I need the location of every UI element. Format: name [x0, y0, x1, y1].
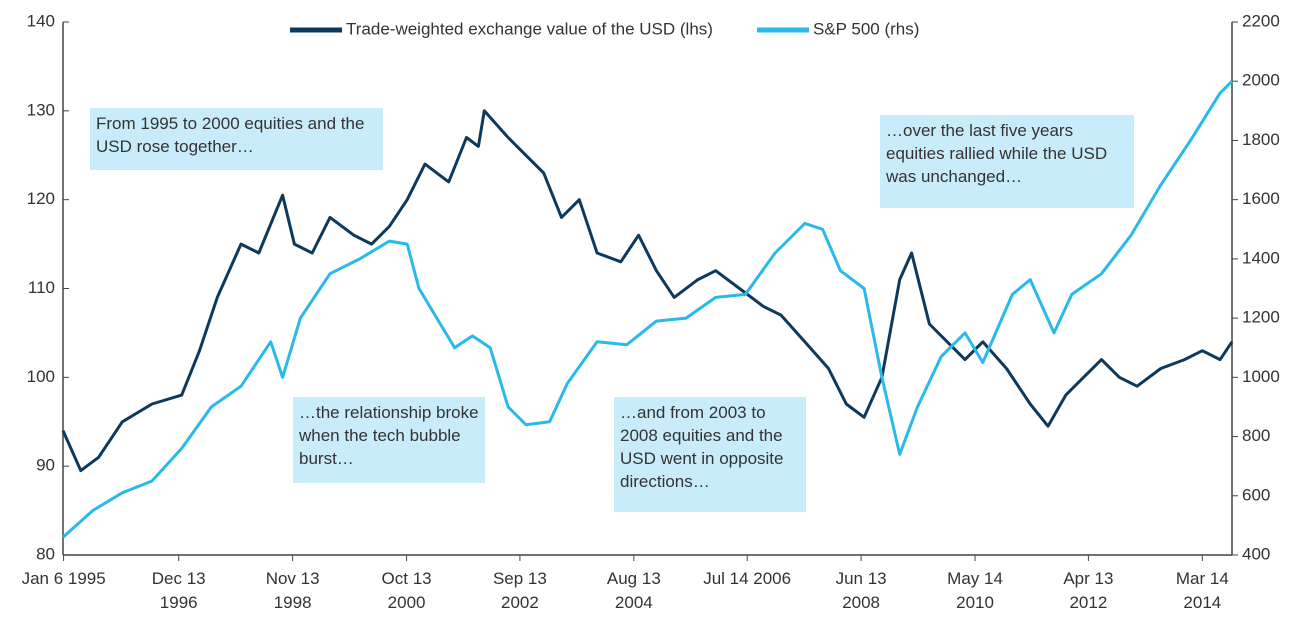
y-tick-label: 140 [27, 11, 55, 30]
y2-tick-label: 600 [1242, 485, 1270, 504]
annotation: …the relationship broke when the tech bu… [293, 397, 485, 483]
x-tick-label: Apr 13 2012 [1063, 569, 1114, 612]
y-tick-label: 100 [27, 367, 55, 386]
y2-tick-label: 1000 [1242, 367, 1280, 386]
legend-label: Trade-weighted exchange value of the USD… [346, 19, 713, 38]
y-tick-label: 110 [28, 278, 55, 297]
y2-tick-label: 400 [1242, 544, 1270, 563]
y-tick-label: 80 [36, 544, 55, 563]
x-tick-label: Jul 14 2006 [703, 569, 792, 588]
y2-tick-label: 2200 [1242, 11, 1280, 30]
legend-label: S&P 500 (rhs) [813, 19, 919, 38]
y2-tick-label: 1200 [1242, 308, 1280, 327]
line-series [61, 80, 1234, 539]
y2-tick-label: 1800 [1242, 130, 1280, 149]
y2-tick-label: 1600 [1242, 189, 1280, 208]
x-tick-label: Dec 13 1996 [151, 569, 206, 612]
x-tick-label: May 14 2010 [947, 569, 1003, 612]
x-tick-label: Aug 13 2004 [606, 569, 661, 612]
y2-tick-label: 2000 [1242, 71, 1280, 90]
x-tick-label: Jun 13 2008 [835, 569, 887, 612]
y-tick-label: 90 [36, 456, 55, 475]
annotation: …and from 2003 to 2008 equities and the … [614, 397, 806, 512]
y2-tick-label: 800 [1242, 426, 1270, 445]
annotation: …over the last five years equities ralli… [880, 115, 1134, 208]
x-tick-label: Mar 14 2014 [1175, 569, 1229, 612]
x-tick-label: Jan 6 1995 [21, 569, 106, 588]
y-tick-label: 120 [27, 189, 55, 208]
y-tick-label: 130 [27, 100, 55, 119]
x-tick-label: Oct 13 2000 [381, 569, 432, 612]
x-tick-label: Nov 13 1998 [265, 569, 320, 612]
line-series [61, 109, 1234, 473]
x-tick-label: Sep 13 2002 [492, 569, 547, 612]
annotation: From 1995 to 2000 equities and the USD r… [90, 108, 383, 170]
y2-tick-label: 1400 [1242, 248, 1280, 267]
